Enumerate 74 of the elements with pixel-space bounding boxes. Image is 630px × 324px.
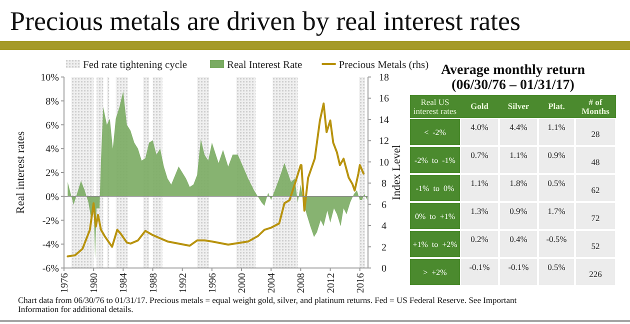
y2-tick-label: 0 <box>382 264 386 274</box>
data-label: 1.3% <box>470 206 488 216</box>
data-label: 0.2% <box>470 234 488 244</box>
data-label: -0.1% <box>508 262 529 272</box>
y-axis-title: Real interest rates <box>15 130 27 214</box>
y-tick-label: -4% <box>42 240 59 251</box>
legend-label: Precious Metals (rhs) <box>338 60 430 71</box>
x-tick-label: Gold <box>470 101 489 111</box>
chart-subtitle: (06/30/76 – 01/31/17) <box>452 78 575 93</box>
data-label: -0.1% <box>469 262 490 272</box>
legend-label: Real Interest Rate <box>227 60 303 71</box>
data-label: 28 <box>591 129 600 139</box>
y-tick-label: < -2% <box>424 128 446 137</box>
y2-axis-title: Index Level <box>391 144 403 200</box>
data-label: 1.1% <box>548 122 566 132</box>
y-tick-label: +1% to +2% <box>412 240 458 249</box>
data-label: 0.5% <box>548 262 566 272</box>
y-tick-label: > +2% <box>423 268 448 277</box>
y2-tick-label: 2 <box>382 242 386 254</box>
x-tick-label: 1988 <box>148 273 160 293</box>
x-tick-label: # of Months <box>582 97 610 116</box>
legend-label: Fed rate tightening cycle <box>83 60 188 71</box>
y2-tick-label: 16 <box>379 94 389 105</box>
chart-title: Average monthly return <box>440 63 586 78</box>
y2-tick-label: 14 <box>379 114 389 126</box>
data-label: 1.8% <box>510 178 528 188</box>
x-tick-label: 1976 <box>60 273 70 293</box>
data-label: 72 <box>591 213 600 223</box>
data-label: 0.9% <box>510 206 528 216</box>
y-tick-label: 4% <box>46 144 59 156</box>
y-tick-label: -6% <box>42 264 59 274</box>
data-label: 52 <box>591 241 600 251</box>
data-label: 226 <box>589 269 602 279</box>
y2-tick-label: 18 <box>379 72 389 84</box>
y2-tick-label: 6 <box>382 200 386 211</box>
y-tick-label: -1% to 0% <box>416 184 454 193</box>
data-label: 0.4% <box>510 234 528 244</box>
y-tick-label: 10% <box>40 72 59 84</box>
y2-tick-label: 4 <box>382 221 386 232</box>
x-tick-label: 1984 <box>118 273 130 293</box>
y-tick-label: 0% to +1% <box>414 212 456 221</box>
x-tick-label: 1992 <box>178 273 189 293</box>
data-label: 4.4% <box>510 122 528 132</box>
x-tick-label: 1980 <box>89 273 100 293</box>
data-label: 0.7% <box>470 150 488 160</box>
x-tick-label: 2004 <box>266 273 278 293</box>
y2-tick-label: 10 <box>379 157 389 168</box>
x-tick-label: 1996 <box>207 273 218 293</box>
x-tick-label: Silver <box>508 101 530 111</box>
chart-title: Precious metals are driven by real interest rates <box>10 6 521 36</box>
y-tick-label: 2% <box>46 168 59 179</box>
data-label: 1.7% <box>548 206 566 216</box>
x-tick-label: 2012 <box>326 273 337 293</box>
y2-tick-label: 8 <box>382 178 386 190</box>
data-label: -0.5% <box>546 234 567 244</box>
data-label: 4.0% <box>470 122 488 132</box>
x-tick-label: 2008 <box>296 273 308 293</box>
data-label: 1.1% <box>510 150 528 160</box>
y-tick-label: -2% to -1% <box>414 156 456 165</box>
y-tick-label: -2% <box>42 216 59 227</box>
text: Chart data from 06/30/76 to 01/31/17. Precious metals = equal weight gold, silver, and platinum returns. Fed = US Federal Reserve. See Important Information for additional details. <box>18 295 518 314</box>
y2-tick-label: 12 <box>379 136 389 148</box>
data-label: 62 <box>591 185 600 195</box>
data-label: 0.5% <box>548 178 566 188</box>
x-tick-label: 2016 <box>355 273 366 293</box>
data-label: 48 <box>591 157 600 167</box>
x-tick-label: Plat. <box>548 101 565 111</box>
y-tick-label: 6% <box>46 120 59 132</box>
y-axis-title: Real US interest rates <box>413 97 457 116</box>
y-tick-label: 0% <box>46 192 59 203</box>
x-tick-label: 2000 <box>237 273 248 293</box>
data-label: 1.1% <box>470 178 488 188</box>
y-tick-label: 8% <box>46 96 59 108</box>
data-label: 0.9% <box>548 150 566 160</box>
